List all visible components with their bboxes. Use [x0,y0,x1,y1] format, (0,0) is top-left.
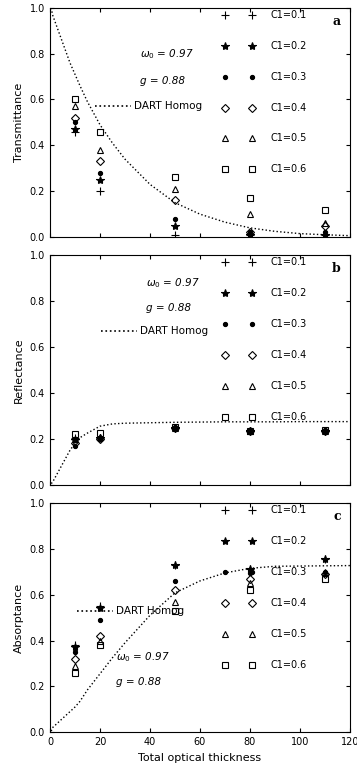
Text: c: c [333,510,341,523]
Text: $\omega_0$ = 0.97: $\omega_0$ = 0.97 [116,650,170,664]
Text: C1=0.6: C1=0.6 [270,412,307,422]
Y-axis label: Reflectance: Reflectance [14,337,24,403]
Text: C1=0.4: C1=0.4 [270,597,307,608]
Y-axis label: Absorptance: Absorptance [14,583,24,653]
Text: C1=0.3: C1=0.3 [270,319,307,330]
Text: C1=0.6: C1=0.6 [270,164,307,174]
Text: C1=0.2: C1=0.2 [270,288,307,298]
Text: C1=0.5: C1=0.5 [270,381,307,391]
Text: g = 0.88: g = 0.88 [146,303,191,313]
Text: C1=0.1: C1=0.1 [270,505,307,515]
Text: C1=0.1: C1=0.1 [270,9,307,19]
Text: C1=0.3: C1=0.3 [270,567,307,576]
Text: C1=0.4: C1=0.4 [270,350,307,360]
Text: g = 0.88: g = 0.88 [116,677,161,687]
X-axis label: Total optical thickness: Total optical thickness [139,753,261,763]
Text: b: b [332,263,341,275]
Text: $\omega_0$ = 0.97: $\omega_0$ = 0.97 [146,276,200,290]
Y-axis label: Transmittance: Transmittance [14,83,24,162]
Text: C1=0.5: C1=0.5 [270,133,307,143]
Text: DART Homog: DART Homog [140,326,208,336]
Text: C1=0.2: C1=0.2 [270,536,307,546]
Text: DART Homog: DART Homog [116,606,184,615]
Text: C1=0.3: C1=0.3 [270,72,307,82]
Text: C1=0.4: C1=0.4 [270,103,307,112]
Text: C1=0.1: C1=0.1 [270,257,307,267]
Text: g = 0.88: g = 0.88 [140,76,185,86]
Text: $\omega_0$ = 0.97: $\omega_0$ = 0.97 [140,47,194,61]
Text: C1=0.2: C1=0.2 [270,41,307,51]
Text: a: a [333,15,341,28]
Text: DART Homog: DART Homog [134,101,202,111]
Text: C1=0.5: C1=0.5 [270,629,307,639]
Text: C1=0.6: C1=0.6 [270,660,307,670]
